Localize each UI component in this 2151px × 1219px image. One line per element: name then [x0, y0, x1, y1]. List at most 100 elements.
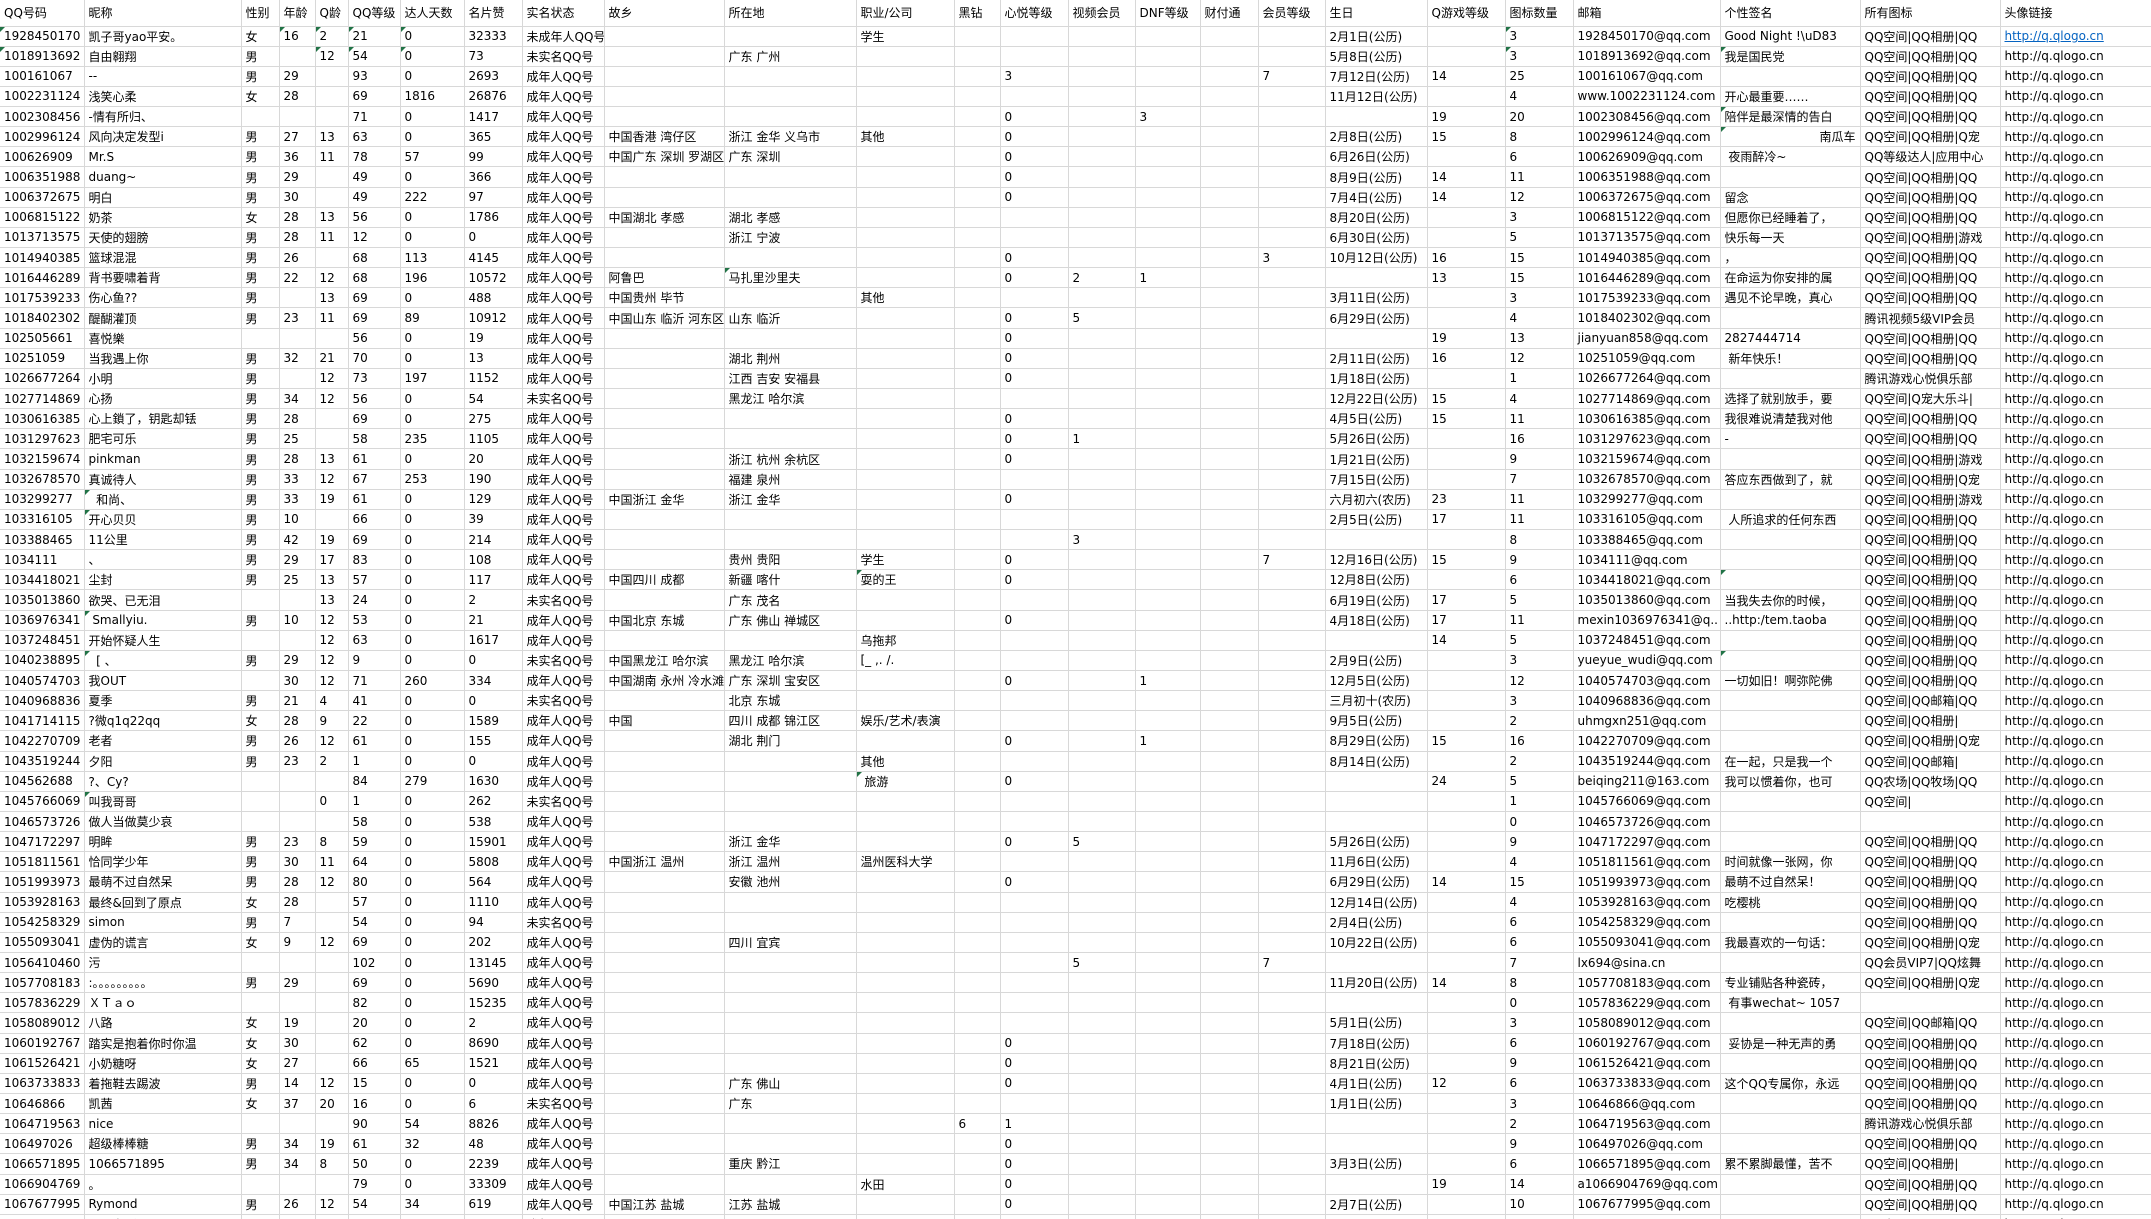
cell[interactable] — [604, 247, 725, 269]
cell[interactable] — [604, 549, 725, 571]
cell[interactable]: 1051993973@qq.com — [1573, 871, 1721, 893]
cell[interactable]: 12 — [1505, 187, 1574, 208]
cell[interactable]: 0 — [464, 751, 523, 772]
cell[interactable]: 7月18日(公历) — [1325, 1033, 1428, 1054]
cell[interactable]: 4月18日(公历) — [1325, 610, 1428, 631]
cell[interactable]: 0 — [1000, 146, 1069, 168]
cell[interactable]: QQ空间|QQ相册|游戏 — [1860, 489, 2001, 510]
cell[interactable]: 未成年人QQ号 — [522, 26, 605, 47]
cell[interactable]: 28 — [279, 227, 316, 249]
cell[interactable] — [1135, 227, 1201, 249]
cell[interactable]: 成年人QQ号 — [522, 771, 605, 792]
cell[interactable]: 1046573726@qq.com — [1573, 811, 1721, 833]
cell[interactable]: 8 — [1505, 972, 1574, 994]
cell[interactable]: 100161067@qq.com — [1573, 66, 1721, 87]
cell[interactable]: 69 — [348, 307, 401, 329]
cell[interactable] — [1000, 509, 1069, 531]
cell[interactable] — [724, 972, 857, 994]
cell[interactable]: 凯子哥yao平安。 — [84, 26, 242, 47]
cell[interactable] — [1200, 287, 1259, 309]
cell[interactable] — [604, 1073, 725, 1094]
cell[interactable]: 9 — [279, 932, 316, 953]
cell[interactable]: QQ空间|QQ相册|QQ — [1860, 1073, 2001, 1094]
cell[interactable]: 14 — [1427, 871, 1506, 893]
cell[interactable]: 未实名QQ号 — [522, 46, 605, 67]
cell[interactable] — [1068, 1174, 1136, 1195]
cell[interactable]: 男 — [241, 287, 280, 309]
cell[interactable]: 64 — [348, 851, 401, 873]
cell[interactable]: 成年人QQ号 — [522, 992, 605, 1014]
cell[interactable]: 1013713575@qq.com — [1573, 227, 1721, 249]
cell[interactable]: 1037248451 — [0, 630, 85, 651]
cell[interactable] — [1720, 952, 1861, 974]
cell[interactable] — [1000, 1012, 1069, 1034]
cell[interactable] — [604, 751, 725, 772]
cell[interactable] — [1258, 690, 1326, 712]
avatar-link-cell[interactable]: http://q.qlogo.cn — [2000, 569, 2151, 591]
cell[interactable] — [1325, 771, 1428, 792]
cell[interactable]: 2 — [315, 26, 349, 47]
cell[interactable] — [1258, 26, 1326, 47]
cell[interactable]: 女 — [241, 207, 280, 228]
cell[interactable]: 1040574703@qq.com — [1573, 670, 1721, 692]
cell[interactable]: 30 — [279, 1033, 316, 1054]
cell[interactable]: 12 — [315, 1073, 349, 1094]
cell[interactable]: 10646866@qq.com — [1573, 1093, 1721, 1115]
cell[interactable]: 2693 — [464, 66, 523, 87]
cell[interactable]: 黑龙江 哈尔滨 — [724, 388, 857, 410]
cell[interactable] — [1068, 1153, 1136, 1175]
cell[interactable] — [954, 46, 1001, 67]
cell[interactable]: 1006351988 — [0, 166, 85, 188]
avatar-link-cell[interactable]: http://q.qlogo.cn — [2000, 26, 2151, 47]
cell[interactable]: 14 — [279, 1073, 316, 1094]
cell[interactable]: 0 — [1000, 569, 1069, 591]
cell[interactable] — [1000, 46, 1069, 67]
cell[interactable]: 3 — [1135, 106, 1201, 128]
cell[interactable] — [1068, 146, 1136, 168]
cell[interactable]: ?、Cy? — [84, 771, 242, 792]
cell[interactable]: 24 — [1427, 771, 1506, 792]
cell[interactable]: 2 — [1505, 1113, 1574, 1135]
cell[interactable]: 男 — [241, 912, 280, 933]
cell[interactable] — [1135, 1113, 1201, 1135]
cell[interactable]: 0 — [400, 972, 465, 994]
cell[interactable]: 11公里 — [84, 529, 242, 551]
cell[interactable]: 0 — [400, 871, 465, 893]
cell[interactable]: 着拖鞋去踢波 — [84, 1073, 242, 1094]
cell[interactable] — [1068, 992, 1136, 1014]
cell[interactable]: 成年人QQ号 — [522, 932, 605, 953]
cell[interactable] — [604, 952, 725, 974]
cell[interactable]: 开始怀疑人生 — [84, 630, 242, 651]
cell[interactable] — [315, 1214, 349, 1219]
column-header[interactable]: 心悦等级 — [1000, 0, 1069, 27]
cell[interactable] — [1068, 972, 1136, 994]
cell[interactable]: 1051811561@qq.com — [1573, 851, 1721, 873]
cell[interactable]: 32 — [279, 348, 316, 369]
cell[interactable] — [1258, 428, 1326, 450]
cell[interactable]: 19 — [315, 489, 349, 510]
cell[interactable]: 34 — [279, 1133, 316, 1155]
cell[interactable] — [1258, 811, 1326, 833]
cell[interactable]: 262 — [464, 791, 523, 812]
cell[interactable]: 浙江 温州 — [724, 851, 857, 873]
cell[interactable]: 男 — [241, 1073, 280, 1094]
cell[interactable]: 0 — [1000, 1053, 1069, 1074]
cell[interactable] — [856, 610, 955, 631]
cell[interactable] — [1258, 207, 1326, 228]
cell[interactable] — [315, 428, 349, 450]
cell[interactable]: 106497026@qq.com — [1573, 1133, 1721, 1155]
cell[interactable] — [856, 428, 955, 450]
cell[interactable]: 13 — [315, 589, 349, 611]
cell[interactable] — [1068, 509, 1136, 531]
cell[interactable] — [1068, 670, 1136, 692]
cell[interactable]: 366 — [464, 166, 523, 188]
cell[interactable]: 成年人QQ号 — [522, 1194, 605, 1215]
avatar-link-cell[interactable]: http://q.qlogo.cn — [2000, 66, 2151, 87]
avatar-link-cell[interactable]: http://q.qlogo.cn — [2000, 428, 2151, 450]
cell[interactable] — [1325, 791, 1428, 812]
cell[interactable]: QQ空间|QQ相册|QQ — [1860, 1093, 2001, 1115]
cell[interactable] — [1200, 307, 1259, 329]
cell[interactable] — [1000, 892, 1069, 913]
cell[interactable]: 9 — [315, 710, 349, 732]
cell[interactable]: 0 — [400, 529, 465, 551]
